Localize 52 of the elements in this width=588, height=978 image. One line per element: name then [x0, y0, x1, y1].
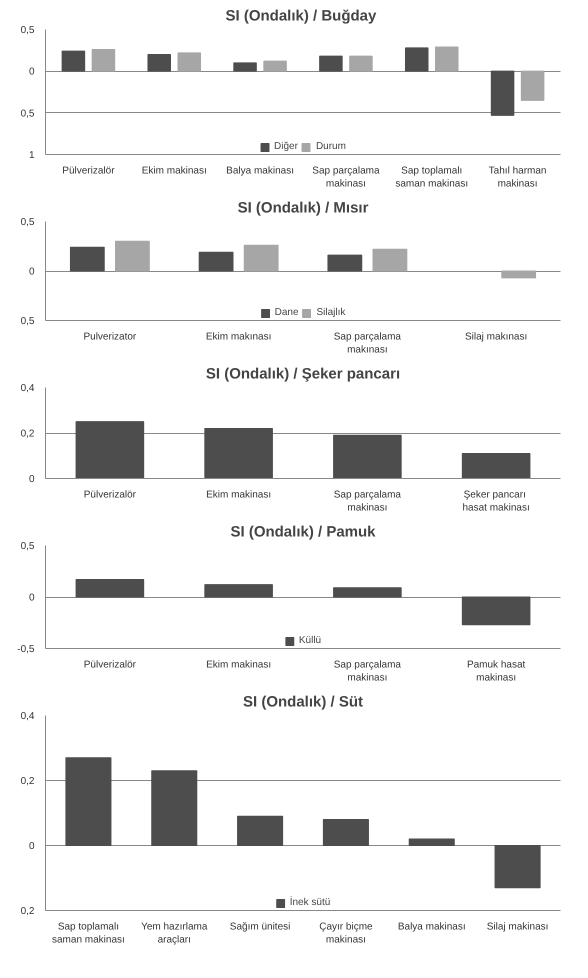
- legend-label: Diğer: [274, 141, 298, 152]
- y-tick-label: 0: [28, 841, 35, 852]
- chart-title: SI (Ondalık) / Buğday: [225, 8, 377, 24]
- y-tick-label: 0,2: [20, 776, 35, 787]
- x-tick-label: Pülverizalör: [84, 490, 137, 500]
- y-tick-label: 0,2: [20, 906, 35, 917]
- x-tick-label: Silaj makinası: [486, 922, 548, 932]
- legend-label: İnek sütü: [290, 897, 330, 908]
- x-tick-label: Ekim makinası: [206, 490, 272, 500]
- x-tick-label: Ekim makinası: [206, 660, 272, 670]
- x-tick-label: Sap parçalama makınası: [334, 332, 402, 356]
- y-tick-label: 1: [28, 150, 35, 161]
- y-tick-label: 0,5: [20, 541, 35, 552]
- y-tick-label: 0: [28, 266, 35, 278]
- x-tick-label: Pamuk hasat makinası: [466, 660, 526, 684]
- x-tick-label: Pülverizalör: [62, 166, 116, 176]
- x-tick-label: Balya makinası: [226, 166, 294, 176]
- x-tick-label: Tahıl harman makinası: [488, 166, 546, 190]
- chart-title: SI (Ondalık) / Pamuk: [230, 524, 376, 540]
- y-tick-label: 0: [28, 474, 35, 485]
- legend-label: Durum: [316, 141, 346, 152]
- x-tick-label: Sap parçalama makinası: [312, 166, 380, 190]
- y-tick-label: 0: [28, 66, 35, 78]
- y-tick-label: 0,2: [20, 428, 35, 440]
- chart-title: SI (Ondalık) / Şeker pancarı: [206, 366, 400, 382]
- y-tick-label: 0,4: [20, 711, 35, 722]
- x-tick-label: Sap toplamalı saman makinası: [395, 166, 468, 190]
- y-tick-label: 0: [28, 592, 35, 604]
- x-tick-label: Ekim makinası: [142, 166, 207, 176]
- chart-title: SI (Ondalık) / Süt: [242, 694, 364, 710]
- x-tick-label: Pülverizalör: [84, 660, 137, 670]
- y-tick-label: 0,5: [20, 25, 35, 36]
- y-tick-label: 0,5: [20, 108, 35, 120]
- x-tick-label: Ekim makınası: [206, 332, 272, 342]
- x-tick-label: Sağım ünitesi: [230, 922, 290, 932]
- x-tick-label: Pulverizator: [83, 332, 137, 342]
- legend-label: Küllü: [298, 635, 322, 646]
- x-tick-label: Yem hazırlama araçları: [141, 922, 208, 946]
- y-tick-label: -0,5: [17, 644, 35, 655]
- x-tick-label: Çayır biçme makinası: [319, 922, 374, 946]
- x-tick-label: Sap parçalama makinası: [334, 490, 402, 514]
- x-tick-label: Sap parçalama makinası: [334, 660, 402, 684]
- x-tick-label: Sap toplamalı saman makinası: [52, 922, 125, 946]
- x-tick-label: Silaj makınası: [465, 332, 528, 342]
- x-tick-label: Şeker pancarı hasat makinası: [462, 490, 530, 514]
- chart-title: SI (Ondalık) / Mısır: [238, 200, 369, 216]
- y-tick-label: 0,5: [20, 217, 35, 228]
- y-tick-label: 0,5: [20, 316, 35, 327]
- y-tick-label: 0,4: [20, 383, 35, 394]
- x-tick-label: Balya makinası: [398, 922, 466, 932]
- legend-label: Dane: [274, 307, 298, 318]
- legend-label: Silajlık: [316, 307, 346, 318]
